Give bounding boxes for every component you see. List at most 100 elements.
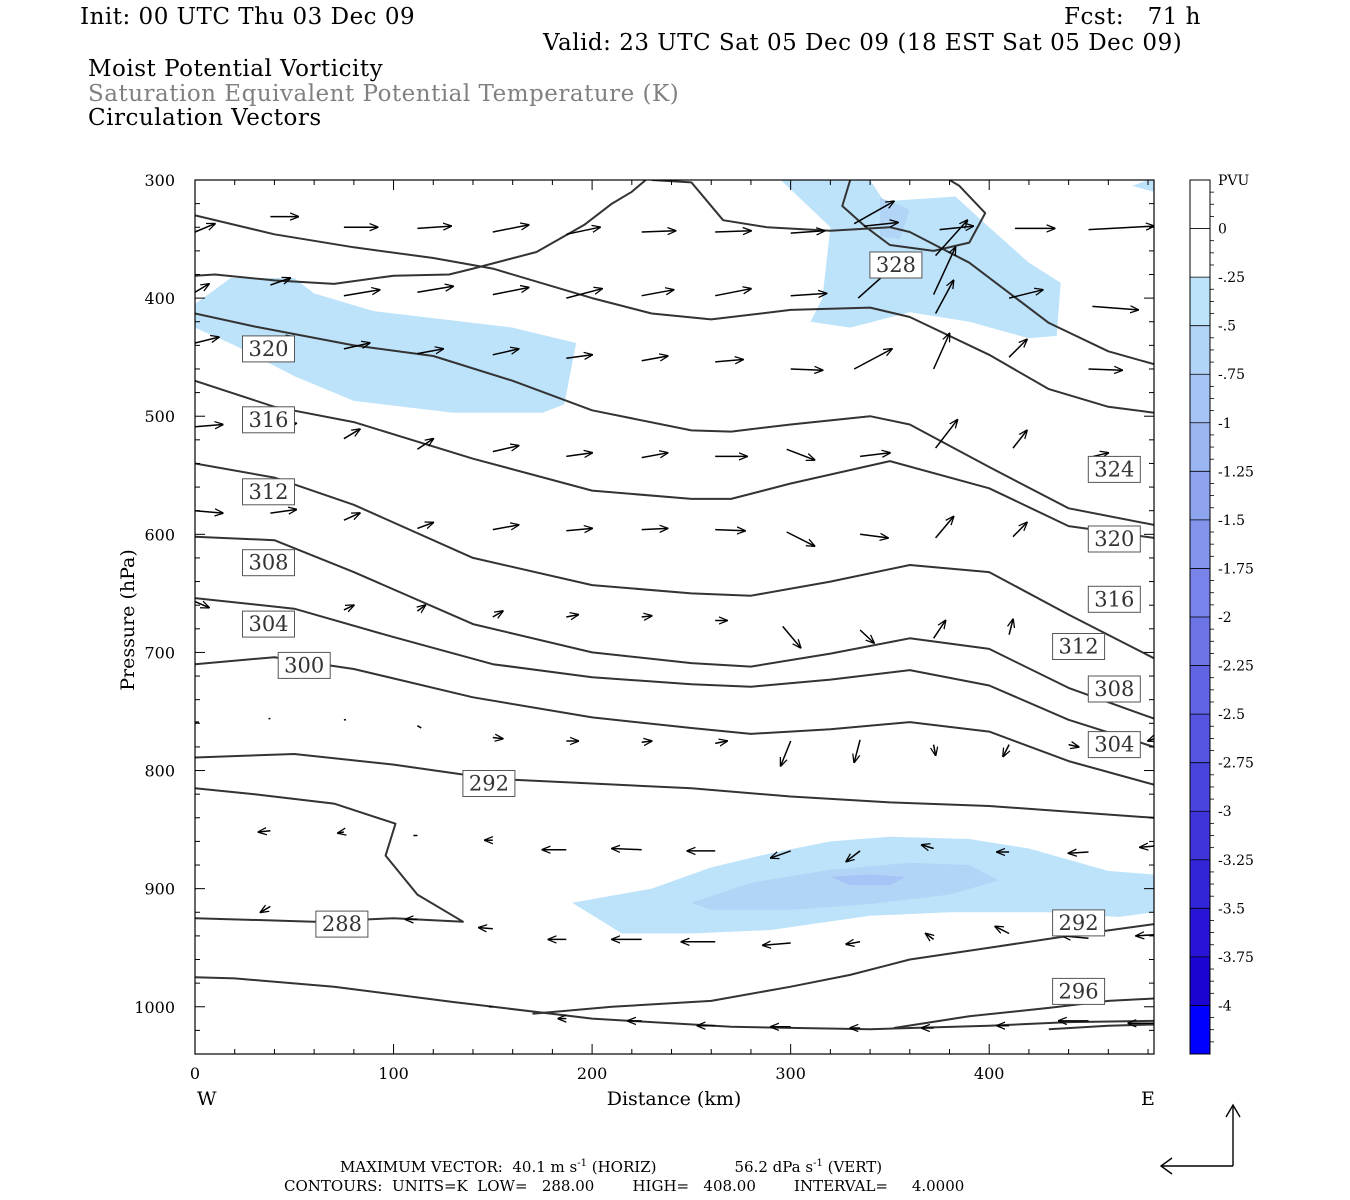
colorbar-segment-7 [1190, 519, 1210, 569]
vector-37 [790, 369, 823, 370]
x-axis-west-label: W [197, 1088, 217, 1110]
colorbar-segment-4 [1190, 374, 1210, 424]
vector-21 [790, 293, 827, 295]
vector-42 [195, 425, 223, 427]
contour-label-308-13: 308 [1087, 675, 1141, 703]
contour-label-304-14: 304 [1087, 731, 1141, 759]
contour-328-10 [195, 180, 647, 285]
vector-57 [343, 513, 360, 521]
vector-72 [641, 616, 652, 617]
vector-34 [566, 355, 592, 359]
contour-label-312-2: 312 [242, 478, 295, 506]
vector-101 [922, 845, 934, 849]
vector-48 [641, 453, 668, 458]
vector-81 [417, 725, 422, 729]
vector-69 [417, 605, 425, 611]
vector-77 [1009, 619, 1013, 635]
vector-51 [860, 453, 890, 457]
vector-114 [926, 934, 934, 940]
vector-115 [995, 926, 1010, 935]
vector-36 [715, 360, 743, 362]
axis-ticks: 0 100 200 300 400 300 400 500 600 700 800 900 1000 [134, 171, 1154, 1083]
vector-14 [270, 278, 290, 286]
colorbar-segment-8 [1190, 568, 1210, 618]
colorbar-segment-5 [1190, 422, 1210, 472]
contour-label-box [869, 251, 923, 279]
colorbar-segment-1 [1190, 228, 1210, 278]
contour-label-box [1052, 909, 1106, 937]
vector-99 [771, 850, 791, 858]
contour-label-text: 292 [469, 772, 509, 796]
contour-label-324-9: 324 [1087, 455, 1141, 483]
contour-label-296-16: 296 [1052, 977, 1106, 1005]
contour-label-box [1087, 675, 1141, 703]
y-tick-label-1000: 1000 [134, 998, 175, 1017]
contour-label-292-15: 292 [1052, 909, 1106, 937]
contour-label-text: 312 [1059, 635, 1099, 659]
forecast-hour: Fcst: 71 h [1064, 4, 1201, 30]
contour-label-box [242, 335, 295, 363]
vector-27 [1008, 290, 1043, 299]
colorbar-tick-label: -2.5 [1218, 707, 1245, 723]
y-tick-label-700: 700 [144, 643, 175, 662]
vector-71 [566, 615, 578, 617]
vector-12 [1088, 226, 1154, 230]
vector-97 [612, 849, 642, 850]
colorbar-unit: PVU [1218, 173, 1250, 189]
colorbar-tick-label: -3.25 [1218, 853, 1254, 869]
contour-label-312-12: 312 [1052, 633, 1106, 660]
colorbar-tick-label: -2.25 [1218, 659, 1254, 675]
plot-frame [194, 179, 1155, 1055]
vector-82 [492, 738, 503, 739]
y-tick-label-600: 600 [144, 525, 175, 544]
max-vector-horiz-value: MAXIMUM VECTOR: 40.1 m s [340, 1158, 578, 1176]
contour-label-box [1087, 455, 1141, 483]
contour-labels: 320 316 312 308 304 300 292 288 328 324 320 316 312 3… [242, 251, 1141, 1005]
contour-label-box [242, 406, 295, 434]
vector-26 [935, 220, 968, 257]
max-vector-readout: MAXIMUM VECTOR: 40.1 m s-1 (HORIZ) 56.2 d… [340, 1158, 882, 1176]
x-tick-label-0: 0 [190, 1064, 200, 1083]
vector-56 [270, 510, 296, 514]
vector-50 [786, 448, 815, 460]
vector-104 [1140, 846, 1154, 847]
contour-label-box [1087, 525, 1141, 553]
vector-45 [416, 439, 433, 450]
contour-300-2 [195, 656, 1154, 786]
colorbar-segment-0 [1190, 180, 1210, 229]
vector-15 [343, 290, 380, 297]
vector-85 [715, 741, 727, 743]
colorbar-segment-10 [1190, 665, 1210, 715]
colorbar: 0 -.25 -.5 -.75 -1 -1.25 -1.5 -1.75 -2 -2.25 -2.5 -… [1189, 179, 1254, 1055]
contour-312-5 [195, 462, 1154, 660]
x-tick-label-400: 400 [974, 1064, 1005, 1083]
vector-3 [417, 226, 451, 228]
vector-103 [1069, 852, 1089, 853]
vector-117 [1136, 935, 1154, 936]
vector-4 [492, 225, 529, 233]
vector-29 [195, 337, 219, 344]
field-circulation-vectors: Circulation Vectors [88, 105, 322, 131]
vector-86 [781, 740, 792, 766]
x-axis-label: Distance (km) [607, 1088, 742, 1110]
vector-40 [1008, 339, 1027, 358]
contour-label-text: 324 [1094, 457, 1134, 481]
vector-61 [641, 528, 668, 529]
vector-66 [1012, 523, 1027, 538]
contour-label-text: 304 [248, 612, 288, 636]
field-theta-es: Saturation Equivalent Potential Temperat… [88, 81, 680, 107]
vector-84 [641, 741, 652, 742]
y-tick-label-800: 800 [144, 762, 175, 781]
colorbar-tick-label: -1.75 [1218, 561, 1254, 577]
contour-label-box [315, 910, 369, 938]
x-tick-label-200: 200 [577, 1064, 608, 1083]
vector-13 [195, 284, 209, 293]
vector-47 [566, 453, 592, 457]
vector-16 [417, 286, 453, 293]
vector-88 [934, 744, 936, 756]
vector-93 [338, 832, 344, 833]
y-tick-label-300: 300 [144, 171, 175, 190]
vector-100 [846, 850, 861, 862]
contour-label-text: 308 [1094, 677, 1134, 701]
